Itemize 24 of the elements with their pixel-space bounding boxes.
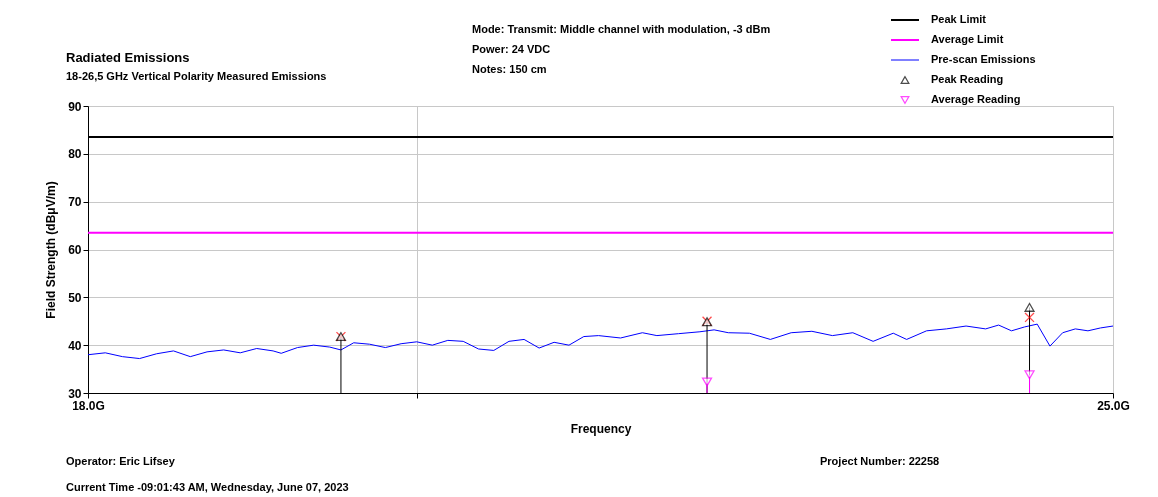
y-tick-label: 90 [68, 99, 82, 114]
x-tick-label: 25.0G [1097, 398, 1130, 413]
legend-label: Average Reading [931, 93, 1021, 105]
y-tick-label: 30 [68, 386, 82, 401]
x-tick-label: 18.0G [72, 398, 105, 413]
x-axis-title: Frequency [570, 421, 632, 436]
chart-subtitle: 18-26,5 GHz Vertical Polarity Measured Emissions [66, 70, 327, 82]
text: Operator: Eric Lifsey [66, 455, 176, 467]
y-tick-label: 40 [68, 338, 82, 353]
legend-label: Peak Limit [931, 13, 987, 25]
text: Notes: 150 cm [472, 63, 547, 75]
text: Mode: Transmit: Middle channel with modulation, -3 dBm [472, 23, 771, 35]
y-tick-label: 80 [68, 147, 82, 162]
chart-title: Radiated Emissions [66, 50, 190, 65]
text: Project Number: 22258 [820, 455, 940, 467]
legend-label: Pre-scan Emissions [931, 53, 1036, 65]
legend-label: Peak Reading [931, 73, 1004, 85]
y-tick-label: 50 [68, 290, 82, 305]
text: Current Time -09:01:43 AM, Wednesday, June 07, 2023 [66, 481, 349, 493]
text: Power: 24 VDC [472, 43, 551, 55]
y-tick-label: 60 [68, 243, 82, 257]
y-axis-title: Field Strength (dBμV/m) [44, 181, 59, 319]
legend-label: Average Limit [931, 33, 1004, 45]
y-tick-label: 70 [68, 195, 82, 210]
